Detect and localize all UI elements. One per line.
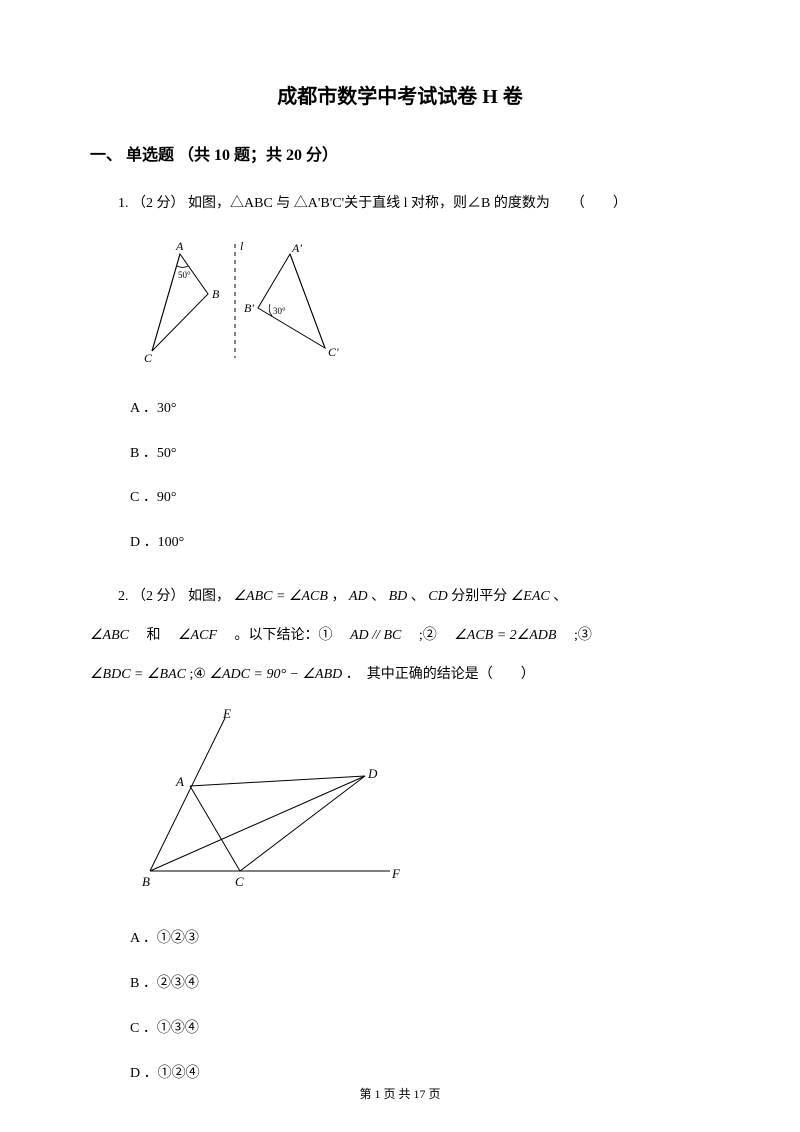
q2-option-c: C ．①③④ bbox=[130, 1007, 710, 1052]
q1-label-a: A bbox=[175, 239, 184, 253]
footer-prefix: 第 bbox=[359, 1087, 374, 1101]
q2-option-a: A ．①②③ bbox=[130, 917, 710, 962]
q2-t1k: 、 bbox=[553, 589, 567, 604]
q2-t1a: 如图， bbox=[188, 589, 230, 604]
q2-t2f: ;② bbox=[405, 628, 451, 643]
q2-t1e: 、 bbox=[371, 589, 385, 604]
q1-label-cp: C' bbox=[328, 345, 339, 359]
q1-options: A ．30° B ．50° C ．90° D ．100° bbox=[130, 387, 710, 566]
footer-page: 1 bbox=[374, 1087, 380, 1101]
q2-label-a: A bbox=[175, 774, 184, 789]
footer-total: 17 bbox=[414, 1087, 426, 1101]
q1-points: （2 分） bbox=[132, 196, 185, 211]
q2-t1i: 分别平分 bbox=[451, 589, 511, 604]
q2-num: 2. bbox=[118, 589, 129, 604]
footer-suffix: 页 bbox=[429, 1087, 441, 1101]
q2-label-e: E bbox=[222, 706, 231, 721]
q2-label-b: B bbox=[142, 874, 150, 889]
q2-t2b: 和 bbox=[133, 628, 175, 643]
q2-t2g: ∠ACB = 2∠ADB bbox=[454, 628, 556, 643]
q2-options: A ．①②③ B ．②③④ C ．①③④ D ．①②④ bbox=[130, 917, 710, 1096]
q1-option-b: B ．50° bbox=[130, 432, 710, 477]
q2-points: （2 分） bbox=[132, 589, 185, 604]
q1-label-b: B bbox=[212, 287, 220, 301]
q2-t1f: BD bbox=[389, 589, 408, 604]
q2-t2h: ;③ bbox=[560, 628, 592, 643]
q2-option-b: B ．②③④ bbox=[130, 962, 710, 1007]
q2-label-d: D bbox=[367, 766, 378, 781]
q2-figure: E A D B C F bbox=[130, 706, 710, 901]
section-info: （共 10 题；共 20 分） bbox=[178, 147, 338, 164]
q2-t1d: AD bbox=[349, 589, 368, 604]
q1-angle1: 50° bbox=[178, 270, 191, 280]
q2-t2c: ∠ACF bbox=[178, 628, 217, 643]
q1-label-c: C bbox=[144, 351, 153, 365]
section-name: 单选题 bbox=[126, 147, 174, 164]
q2-t1b: ∠ABC = ∠ACB bbox=[234, 589, 328, 604]
q1-num: 1. bbox=[118, 196, 129, 211]
section-number: 一、 bbox=[90, 147, 122, 164]
q2-t3c: ∠ADC = 90° − ∠ABD bbox=[209, 667, 342, 682]
q1-option-c: C ．90° bbox=[130, 476, 710, 521]
q2-t3b: ;④ bbox=[190, 667, 210, 682]
q2-line1: 2. （2 分） 如图， ∠ABC = ∠ACB ， AD 、 BD 、 CD … bbox=[90, 582, 710, 613]
q1-figure: 50° A B C l 30° A' B' C' bbox=[130, 236, 710, 371]
q2-t1j: ∠EAC bbox=[511, 589, 550, 604]
q1-label-bp: B' bbox=[244, 301, 254, 315]
q2-t3a: ∠BDC = ∠BAC bbox=[90, 667, 186, 682]
q1-text: 1. （2 分） 如图，△ABC 与 △A'B'C'关于直线 l 对称，则∠B … bbox=[90, 189, 710, 220]
page-footer: 第 1 页 共 17 页 bbox=[0, 1085, 800, 1102]
q2-label-f: F bbox=[391, 866, 401, 881]
section-header: 一、 单选题 （共 10 题；共 20 分） bbox=[90, 141, 710, 165]
q2-t1h: CD bbox=[428, 589, 447, 604]
q1-option-a: A ．30° bbox=[130, 387, 710, 432]
q2-t1g: 、 bbox=[411, 589, 425, 604]
q2-t2e: AD // BC bbox=[350, 628, 401, 643]
q1-angle2: 30° bbox=[273, 306, 286, 316]
footer-mid: 页 共 bbox=[383, 1087, 413, 1101]
q1-label-l: l bbox=[240, 239, 244, 253]
q2-label-c: C bbox=[235, 874, 244, 889]
q1-body: 如图，△ABC 与 △A'B'C'关于直线 l 对称，则∠B 的度数为 （ ） bbox=[188, 196, 627, 211]
q1-label-ap: A' bbox=[291, 241, 302, 255]
q2-t2a: ∠ABC bbox=[90, 628, 129, 643]
page-title: 成都市数学中考试试卷 H 卷 bbox=[90, 80, 710, 109]
q2-t3d: ． 其中正确的结论是（ ） bbox=[346, 667, 535, 682]
q2-t2d: 。以下结论：① bbox=[221, 628, 347, 643]
q2-t1c: ， bbox=[331, 589, 345, 604]
q2-line2: ∠ABC 和 ∠ACF 。以下结论：① AD // BC ;② ∠ACB = 2… bbox=[90, 621, 710, 652]
q1-option-d: D ．100° bbox=[130, 521, 710, 566]
q2-line3: ∠BDC = ∠BAC ;④ ∠ADC = 90° − ∠ABD ． 其中正确的… bbox=[90, 660, 710, 691]
